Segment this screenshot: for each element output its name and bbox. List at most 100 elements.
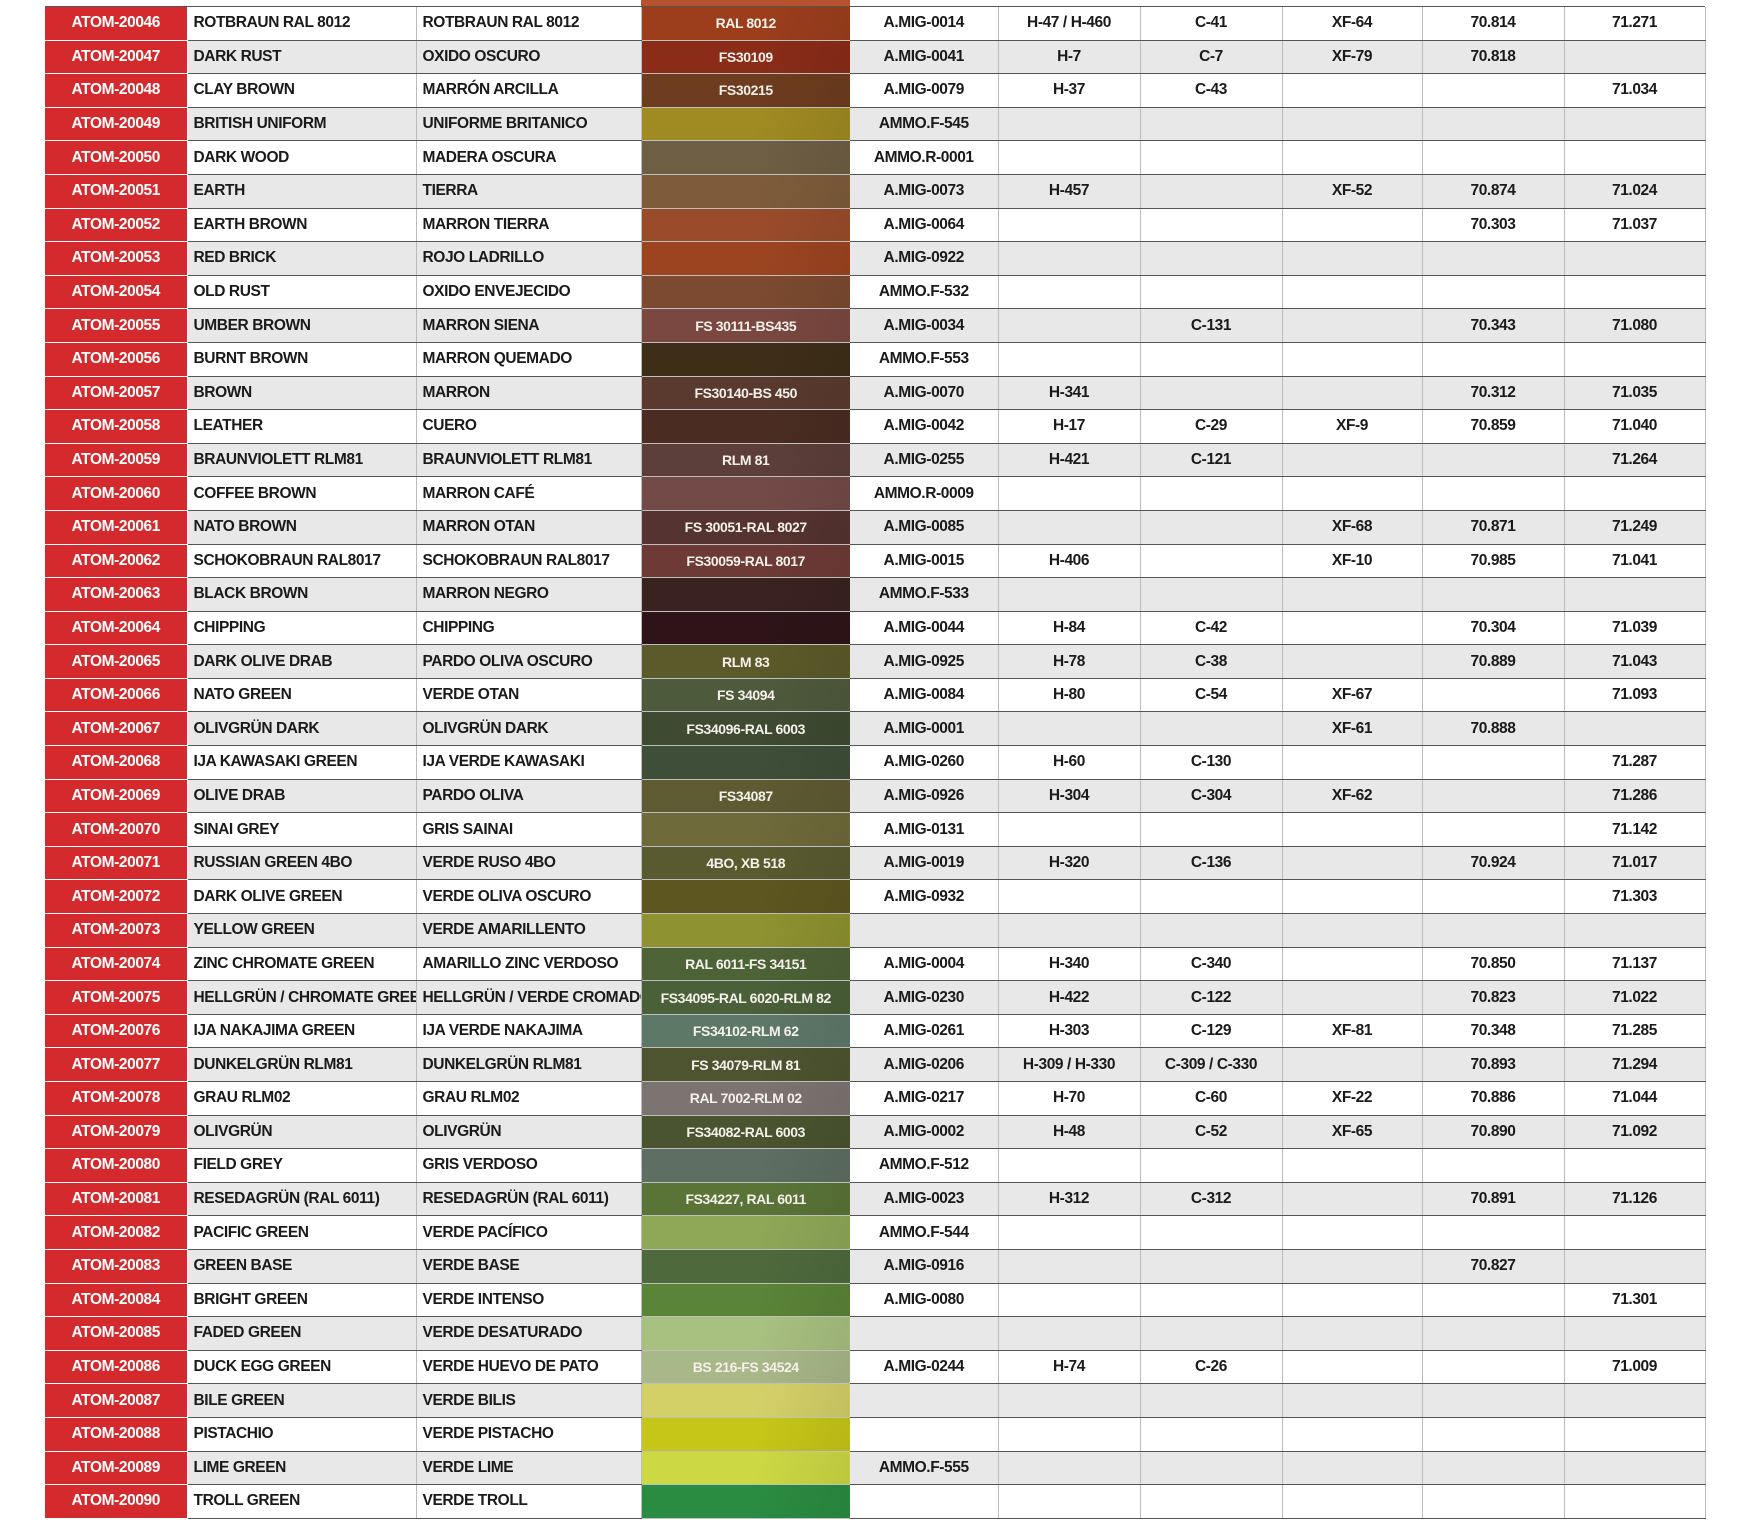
name-en: GRAU RLM02: [187, 1081, 417, 1116]
h-equivalent: H-312: [998, 1182, 1141, 1217]
c-equivalent: [1140, 241, 1283, 276]
name-es: DUNKELGRÜN RLM81: [416, 1047, 642, 1082]
v71-equivalent: 71.249: [1564, 510, 1706, 545]
h-equivalent: H-309 / H-330: [998, 1047, 1141, 1082]
name-es: BRAUNVIOLETT RLM81: [416, 443, 642, 478]
name-en: DARK OLIVE DRAB: [187, 644, 417, 679]
xf-equivalent: [1282, 745, 1423, 780]
c-equivalent: C-131: [1140, 308, 1283, 343]
mig-equivalent: A.MIG-0002: [850, 1115, 999, 1150]
name-es: UNIFORME BRITANICO: [416, 107, 642, 142]
color-code: ATOM-20052: [45, 208, 188, 243]
xf-equivalent: [1282, 980, 1423, 1015]
v71-equivalent: [1564, 1215, 1706, 1250]
color-code: ATOM-20064: [45, 611, 188, 646]
v71-equivalent: 71.285: [1564, 1014, 1706, 1049]
v70-equivalent: 70.303: [1422, 208, 1565, 243]
table-row: ATOM-20077 DUNKELGRÜN RLM81 DUNKELGRÜN RLM…: [45, 1047, 1706, 1082]
h-equivalent: [998, 812, 1141, 847]
table-row: ATOM-20049 BRITISH UNIFORM UNIFORME BRITAN…: [45, 107, 1706, 142]
table-row: ATOM-20070 SINAI GREY GRIS SAINAI A.MIG-013…: [45, 812, 1706, 847]
name-es: VERDE DESATURADO: [416, 1316, 642, 1351]
name-es: PARDO OLIVA OSCURO: [416, 644, 642, 679]
v70-equivalent: [1422, 1148, 1565, 1183]
c-equivalent: [1140, 1283, 1283, 1318]
color-code: ATOM-20075: [45, 980, 188, 1015]
v71-equivalent: 71.024: [1564, 174, 1706, 209]
name-es: RESEDAGRÜN (RAL 6011): [416, 1182, 642, 1217]
v71-equivalent: 71.142: [1564, 812, 1706, 847]
v70-equivalent: [1422, 1383, 1565, 1418]
h-equivalent: [998, 1283, 1141, 1318]
name-en: OLIVGRÜN DARK: [187, 711, 417, 747]
color-swatch: FS34087: [641, 779, 850, 814]
v70-equivalent: 70.893: [1422, 1047, 1565, 1082]
xf-equivalent: XF-52: [1282, 174, 1423, 209]
color-swatch: [641, 1148, 850, 1183]
xf-equivalent: XF-22: [1282, 1081, 1423, 1116]
v70-equivalent: [1422, 1484, 1565, 1519]
color-swatch: FS30109: [641, 40, 850, 75]
name-es: VERDE HUEVO DE PATO: [416, 1350, 642, 1385]
v71-equivalent: 71.092: [1564, 1115, 1706, 1150]
color-code: ATOM-20074: [45, 947, 188, 982]
color-code: ATOM-20085: [45, 1316, 188, 1351]
c-equivalent: C-42: [1140, 611, 1283, 646]
table-row: ATOM-20076 IJA NAKAJIMA GREEN IJA VERDE NA…: [45, 1014, 1706, 1049]
c-equivalent: C-130: [1140, 745, 1283, 780]
name-es: MARRON QUEMADO: [416, 342, 642, 377]
xf-equivalent: [1282, 1249, 1423, 1284]
table-row: ATOM-20089 LIME GREEN VERDE LIME AMMO.F-555: [45, 1451, 1706, 1486]
v71-equivalent: 71.286: [1564, 779, 1706, 814]
name-es: MARRON SIENA: [416, 308, 642, 343]
color-swatch: FS 34094: [641, 678, 850, 713]
h-equivalent: [998, 510, 1141, 545]
name-es: MARRON TIERRA: [416, 208, 642, 243]
color-code: ATOM-20081: [45, 1182, 188, 1217]
mig-equivalent: [850, 913, 999, 948]
v70-equivalent: [1422, 241, 1565, 276]
color-code: ATOM-20058: [45, 409, 188, 444]
c-equivalent: [1140, 1316, 1283, 1351]
xf-equivalent: [1282, 1316, 1423, 1351]
v71-equivalent: 71.040: [1564, 409, 1706, 444]
name-es: ROJO LADRILLO: [416, 241, 642, 276]
xf-equivalent: XF-65: [1282, 1115, 1423, 1150]
table-row: ATOM-20066 NATO GREEN VERDE OTAN FS 34094 A.…: [45, 678, 1706, 713]
mig-equivalent: A.MIG-0925: [850, 644, 999, 679]
name-es: VERDE OLIVA OSCURO: [416, 879, 642, 915]
xf-equivalent: [1282, 913, 1423, 948]
table-row: ATOM-20067 OLIVGRÜN DARK OLIVGRÜN DARK FS34…: [45, 711, 1706, 747]
h-equivalent: [998, 140, 1141, 175]
name-en: DARK RUST: [187, 40, 417, 75]
h-equivalent: H-320: [998, 846, 1141, 881]
v71-equivalent: 71.037: [1564, 208, 1706, 243]
name-en: HELLGRÜN / CHROMATE GREEN: [187, 980, 417, 1015]
mig-equivalent: A.MIG-0001: [850, 711, 999, 747]
mig-equivalent: [850, 1417, 999, 1452]
color-swatch: [641, 241, 850, 276]
color-swatch: [641, 913, 850, 948]
color-code: ATOM-20066: [45, 678, 188, 713]
v71-equivalent: 71.301: [1564, 1283, 1706, 1318]
v70-equivalent: [1422, 107, 1565, 142]
table-row: ATOM-20051 EARTH TIERRA A.MIG-0073 H-457 XF-5…: [45, 174, 1706, 209]
v71-equivalent: [1564, 1148, 1706, 1183]
h-equivalent: [998, 1417, 1141, 1452]
name-en: IJA NAKAJIMA GREEN: [187, 1014, 417, 1049]
mig-equivalent: A.MIG-0044: [850, 611, 999, 646]
xf-equivalent: [1282, 846, 1423, 881]
color-swatch: FS34102-RLM 62: [641, 1014, 850, 1049]
v70-equivalent: [1422, 73, 1565, 108]
name-es: ROTBRAUN RAL 8012: [416, 7, 642, 41]
name-es: VERDE BILIS: [416, 1383, 642, 1418]
table-row: ATOM-20059 BRAUNVIOLETT RLM81 BRAUNVIOLETT…: [45, 443, 1706, 478]
v70-equivalent: [1422, 879, 1565, 915]
v71-equivalent: 71.041: [1564, 544, 1706, 579]
c-equivalent: C-43: [1140, 73, 1283, 108]
table-row: ATOM-20064 CHIPPING CHIPPING A.MIG-0044 H-84…: [45, 611, 1706, 646]
v70-equivalent: [1422, 1316, 1565, 1351]
color-swatch: [641, 1215, 850, 1250]
h-equivalent: [998, 711, 1141, 747]
table-row: ATOM-20087 BILE GREEN VERDE BILIS: [45, 1383, 1706, 1418]
